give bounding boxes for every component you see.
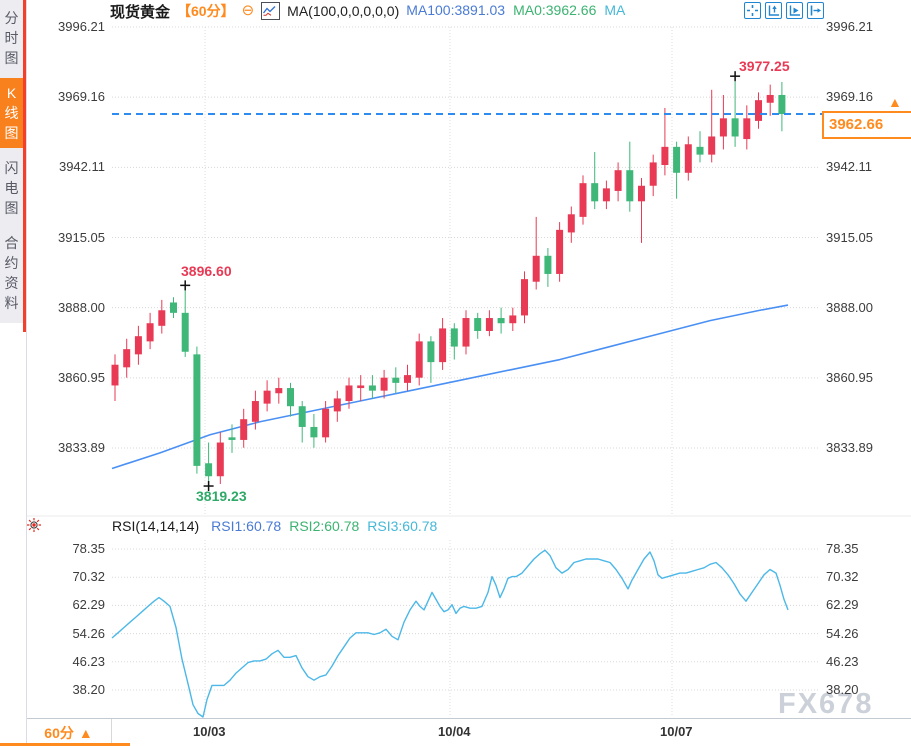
sidebar: 分时图 K线图闪电图合约资料: [0, 0, 27, 746]
indicator-value: RSI2:60.78: [289, 518, 360, 534]
axis-tick-label: 54.26: [826, 625, 859, 641]
rsi-title: RSI(14,14,14): [112, 518, 200, 534]
collapse-icon[interactable]: ⊖: [241, 2, 255, 19]
period-selector-button[interactable]: 60分 ▲: [25, 719, 112, 746]
scale-x-axis-icon[interactable]: [786, 2, 803, 19]
chart-header: 现货黄金 【60分】 ⊖ MA(100,0,0,0,0,0) MA100:389…: [110, 1, 633, 21]
chart-toolbar: [744, 2, 824, 19]
sidebar-tab[interactable]: 闪电图: [4, 160, 19, 216]
axis-tick-label: 3942.11: [58, 159, 105, 175]
scale-y-axis-icon[interactable]: [765, 2, 782, 19]
axis-tick-label: 46.23: [72, 653, 105, 669]
watermark: FX678: [778, 688, 874, 720]
axis-tick-label: 3833.89: [826, 440, 873, 455]
sidebar-active-strip: [23, 0, 26, 332]
last-price-tag: 3962.66: [822, 111, 911, 139]
axis-tick-label: 78.35: [826, 541, 859, 556]
ma-formula: MA(100,0,0,0,0,0): [287, 3, 400, 19]
axis-tick-label: 38.20: [72, 682, 105, 697]
axis-tick-label: 3833.89: [58, 440, 105, 455]
ma-values: MA100:3891.03 MA0:3962.66 MA: [406, 2, 633, 20]
axis-tick-label: 78.35: [72, 541, 105, 556]
time-axis-bar: 60分 ▲ 10/03 10/04 10/07: [0, 718, 911, 746]
peak-price-callout: 3977.25: [739, 58, 790, 74]
last-price-value: 3962.66: [829, 116, 884, 133]
chart-type-tabs: 分时图 K线图闪电图合约资料: [0, 0, 23, 323]
axis-tick-label: 70.32: [826, 569, 859, 585]
axis-tick-label: 3915.05: [58, 229, 105, 245]
sidebar-tab[interactable]: 合约资料: [4, 235, 19, 311]
axis-tick-label: 3969.16: [826, 89, 873, 105]
date-label: 10/07: [660, 724, 693, 739]
low-price-callout: 3819.23: [196, 488, 247, 504]
indicator-value: MA: [604, 2, 626, 18]
indicator-value: MA100:3891.03: [406, 2, 506, 18]
axis-tick-label: 70.32: [72, 569, 105, 585]
axis-tick-label: 54.26: [72, 625, 105, 641]
indicator-value: RSI3:60.78: [367, 518, 438, 534]
date-label: 10/04: [438, 724, 471, 739]
axis-tick-label: 3915.05: [826, 229, 873, 245]
period-dropdown-arrow: ▲: [78, 724, 93, 741]
instrument-title: 现货黄金: [110, 3, 171, 21]
period-tag: 【60分】: [177, 3, 235, 19]
period-label: 60分: [44, 724, 74, 741]
move-crosshair-icon[interactable]: [744, 2, 761, 19]
axis-tick-label: 3996.21: [58, 19, 105, 34]
axis-tick-label: 3969.16: [58, 89, 105, 105]
date-label: 10/03: [193, 724, 226, 739]
indicator-value: RSI1:60.78: [211, 518, 282, 534]
axis-tick-label: 3860.95: [826, 369, 873, 385]
rsi-header: RSI(14,14,14) RSI1:60.78 RSI2:60.78 RSI3:6…: [112, 518, 445, 534]
axis-tick-label: 46.23: [826, 653, 859, 669]
indicator-value: MA0:3962.66: [513, 2, 597, 18]
price-arrow-icon: ▲: [888, 94, 902, 110]
axis-tick-label: 3888.00: [826, 299, 873, 315]
indicator-icon[interactable]: [261, 2, 281, 20]
axis-tick-label: 38.20: [826, 682, 859, 697]
axis-tick-label: 3888.00: [58, 299, 105, 315]
axis-tick-label: 62.29: [826, 597, 859, 613]
axis-tick-label: 3942.11: [826, 159, 873, 175]
sidebar-tab[interactable]: 分时图: [4, 10, 19, 66]
bottom-accent-strip: [0, 743, 130, 746]
axis-tick-label: 3996.21: [826, 19, 873, 34]
axis-tick-label: 3860.95: [58, 369, 105, 385]
sidebar-tab[interactable]: K线图: [0, 78, 23, 148]
axis-tick-label: 62.29: [72, 597, 105, 613]
rsi-values: RSI1:60.78 RSI2:60.78 RSI3:60.78: [211, 518, 445, 534]
swing-high-callout: 3896.60: [181, 263, 232, 279]
pan-right-icon[interactable]: [807, 2, 824, 19]
alert-icon[interactable]: [26, 517, 42, 533]
